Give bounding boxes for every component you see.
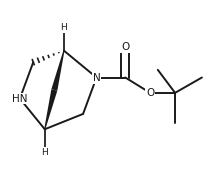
Text: O: O (121, 42, 129, 52)
Polygon shape (51, 51, 65, 91)
Text: N: N (93, 72, 100, 82)
Text: HN: HN (12, 94, 28, 104)
Text: H: H (41, 148, 48, 157)
Polygon shape (44, 89, 57, 129)
Text: O: O (146, 88, 154, 98)
Text: H: H (60, 23, 67, 32)
